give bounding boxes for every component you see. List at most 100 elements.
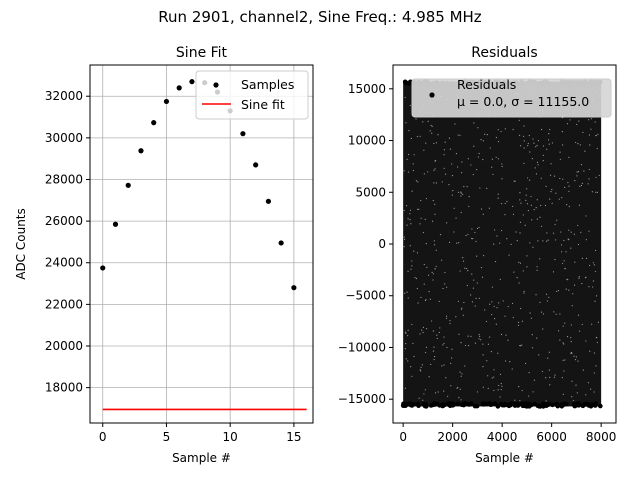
residual-gap (548, 133, 550, 135)
residual-gap (477, 156, 479, 158)
sine-fit-ytick-label: 20000 (45, 339, 83, 353)
residual-gap (533, 209, 535, 211)
sine-fit-grid (90, 65, 313, 423)
residual-gap (563, 260, 565, 262)
residual-gap (526, 203, 529, 205)
residuals-ytick-label: −15000 (338, 392, 386, 406)
residual-gap (536, 266, 538, 268)
residual-gap (513, 180, 515, 182)
legend-residuals-label: Residuals (457, 77, 516, 92)
residual-gap (529, 242, 531, 244)
residual-gap (571, 396, 573, 398)
residual-gap (574, 261, 576, 263)
residual-gap (596, 191, 599, 193)
residual-gap (410, 268, 412, 270)
residual-gap (413, 355, 415, 358)
residual-gap (512, 213, 515, 215)
residual-gap (412, 342, 414, 345)
residual-gap (433, 356, 436, 358)
residual-gap (449, 322, 451, 325)
residual-gap (518, 386, 520, 388)
residual-gap (553, 311, 555, 313)
residual-gap (416, 252, 419, 254)
residual-gap (590, 118, 593, 120)
residual-gap (536, 199, 538, 201)
residual-gap (419, 369, 421, 371)
residual-gap (563, 370, 565, 372)
residual-gap (482, 386, 484, 388)
residual-gap (491, 286, 494, 288)
residual-gap (491, 313, 493, 316)
residual-gap (405, 343, 407, 345)
residual-gap (504, 128, 506, 130)
residual-gap (559, 158, 561, 160)
residual-gap (421, 364, 423, 366)
residual-gap (531, 347, 534, 349)
residual-point (586, 402, 592, 407)
residual-gap (493, 229, 496, 231)
residuals-xtick-label: 6000 (536, 430, 567, 444)
residual-gap (575, 141, 577, 144)
residual-gap (520, 202, 522, 204)
residual-gap (577, 143, 579, 145)
residual-gap (522, 270, 524, 272)
residual-gap (422, 331, 424, 334)
residual-gap (594, 270, 597, 273)
residual-gap (435, 265, 437, 267)
residual-gap (499, 278, 501, 281)
residual-gap (588, 230, 590, 232)
residual-gap (596, 337, 598, 339)
residual-gap (524, 224, 526, 226)
residual-gap (529, 312, 531, 314)
residual-gap (483, 255, 485, 257)
residual-gap (441, 365, 443, 367)
residual-point (481, 401, 486, 407)
residual-gap (409, 245, 411, 247)
residual-gap (482, 354, 484, 356)
sine-fit-ytick-label: 26000 (45, 214, 83, 228)
residual-point (553, 402, 558, 407)
residual-gap (474, 305, 476, 307)
residual-gap (412, 169, 415, 172)
sine-fit-ytick-label: 32000 (45, 89, 83, 103)
residual-gap (448, 241, 451, 243)
residual-gap (595, 295, 598, 297)
residual-gap (585, 215, 587, 217)
residual-gap (498, 302, 500, 304)
residual-gap (564, 359, 566, 361)
residual-gap (463, 301, 465, 304)
residual-gap (531, 157, 533, 160)
residual-gap (556, 219, 558, 221)
sample-point (291, 285, 297, 291)
sine-fit-ytick-label: 28000 (45, 172, 83, 186)
residual-gap (411, 260, 413, 262)
residual-gap (516, 240, 518, 242)
residual-gap (459, 371, 461, 373)
sample-point (278, 240, 284, 246)
residual-gap (423, 283, 425, 285)
residual-gap (456, 242, 458, 244)
sine-fit-legend: Samples Sine fit (195, 70, 309, 120)
residual-gap (494, 317, 496, 320)
residual-gap (551, 202, 553, 204)
legend-residuals-stats: μ = 0.0, σ = 11155.0 (457, 94, 589, 109)
legend-samples-label: Samples (241, 77, 294, 92)
sine-fit-xticks: 0 5 10 15 (99, 423, 302, 444)
residual-gap (561, 131, 563, 133)
legend-sine-fit-label: Sine fit (241, 97, 285, 112)
residual-gap (549, 198, 551, 200)
residual-gap (501, 165, 503, 168)
residual-gap (437, 391, 439, 393)
residual-gap (548, 351, 550, 353)
residual-gap (560, 244, 563, 246)
residual-gap (592, 280, 594, 282)
residual-gap (473, 279, 475, 281)
residual-gap (566, 336, 569, 338)
residual-gap (478, 333, 480, 336)
residual-gap (432, 199, 434, 202)
residual-gap (466, 186, 468, 188)
residuals-axes: 0 2000 4000 6000 8000 −15000 −10000 −5000 0 5000… (338, 45, 617, 465)
residual-gap (500, 388, 502, 391)
residual-gap (486, 360, 488, 362)
residual-gap (451, 357, 453, 359)
